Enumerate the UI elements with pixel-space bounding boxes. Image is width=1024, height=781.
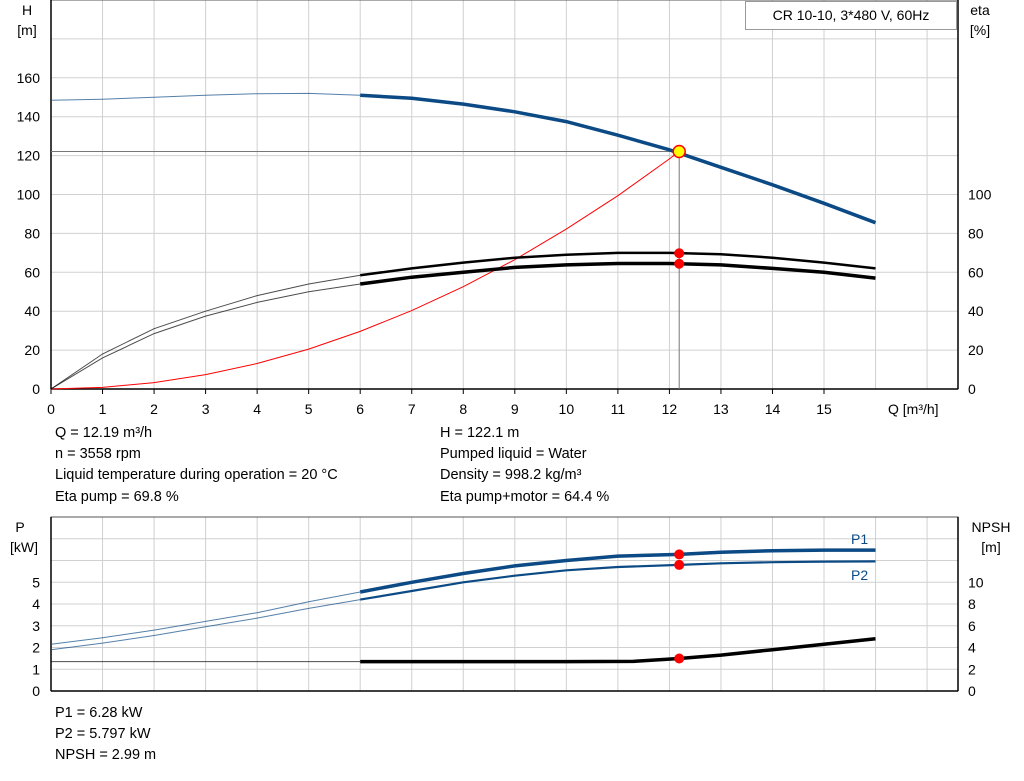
npsh-tick-label: 10 xyxy=(968,574,984,590)
p2-curve xyxy=(360,560,876,601)
p-tick-label: 2 xyxy=(32,640,40,656)
x-axis-label: Q [m³/h] xyxy=(888,401,939,417)
system-curve xyxy=(50,151,680,390)
p-tick-label: 4 xyxy=(32,596,40,612)
readout-eta-total: Eta pump+motor = 64.4 % xyxy=(440,489,610,505)
npsh-axis-label: NPSH xyxy=(972,519,1011,535)
eta-pump-marker xyxy=(674,248,685,259)
head-curve-thin xyxy=(50,92,361,101)
y-tick-label-left: 160 xyxy=(17,70,41,86)
x-tick-label: 1 xyxy=(99,401,107,417)
readout-p2: P2 = 5.797 kW xyxy=(55,726,151,742)
y-tick-label-left: 20 xyxy=(24,342,40,358)
readout-h: H = 122.1 m xyxy=(440,425,520,441)
x-tick-label: 0 xyxy=(47,401,55,417)
p-tick-label: 5 xyxy=(32,574,40,590)
x-tick-label: 15 xyxy=(816,401,832,417)
x-tick-label: 7 xyxy=(408,401,416,417)
x-tick-label: 8 xyxy=(459,401,467,417)
head-curve xyxy=(360,93,877,225)
p-tick-label: 0 xyxy=(32,683,40,699)
npsh-tick-label: 4 xyxy=(968,640,976,656)
eta-total-marker xyxy=(674,258,685,269)
npsh-tick-label: 0 xyxy=(968,683,976,699)
readout-p1: P1 = 6.28 kW xyxy=(55,705,143,721)
y-tick-label-right: 40 xyxy=(968,303,984,319)
p1-label: P1 xyxy=(851,531,868,547)
p1-curve-thin xyxy=(50,591,361,645)
x-tick-label: 11 xyxy=(611,401,626,417)
y-tick-label-left: 40 xyxy=(24,303,40,319)
y-tick-label-right: 20 xyxy=(968,342,984,358)
y-axis-label-right-unit: [%] xyxy=(970,22,990,38)
eta-total-curve xyxy=(359,261,876,286)
y-axis-label-left-unit: [m] xyxy=(17,22,36,38)
x-tick-label: 10 xyxy=(559,401,575,417)
readout-eta-pump: Eta pump = 69.8 % xyxy=(55,489,179,505)
readout-liquid: Pumped liquid = Water xyxy=(440,446,587,462)
x-tick-label: 2 xyxy=(150,401,158,417)
x-tick-label: 14 xyxy=(765,401,781,417)
x-tick-label: 13 xyxy=(713,401,729,417)
p2-label: P2 xyxy=(851,567,868,583)
y-tick-label-right: 0 xyxy=(968,381,976,397)
pump-title-box: CR 10-10, 3*480 V, 60Hz xyxy=(745,1,957,30)
readout-q: Q = 12.19 m³/h xyxy=(55,425,153,441)
npsh-marker xyxy=(674,653,685,664)
x-tick-label: 9 xyxy=(511,401,519,417)
x-tick-label: 4 xyxy=(253,401,261,417)
eta-total-curve-thin xyxy=(50,283,361,390)
y-tick-label-left: 0 xyxy=(32,381,40,397)
npsh-tick-label: 6 xyxy=(968,618,976,634)
p2-curve-thin xyxy=(50,599,361,651)
eta-pump-curve xyxy=(360,251,876,277)
p1-marker xyxy=(674,549,685,560)
x-tick-label: 3 xyxy=(202,401,210,417)
readout-n: n = 3558 rpm xyxy=(55,446,141,462)
eta-pump-curve-thin xyxy=(50,274,361,390)
readout-temp: Liquid temperature during operation = 20… xyxy=(55,467,338,483)
readout-density: Density = 998.2 kg/m³ xyxy=(440,467,582,483)
p-tick-label: 1 xyxy=(32,661,40,677)
y-axis-label-right: eta xyxy=(970,2,990,18)
y-tick-label-left: 80 xyxy=(24,225,40,241)
x-tick-label: 12 xyxy=(662,401,678,417)
p1-curve xyxy=(359,548,876,594)
npsh-tick-label: 2 xyxy=(968,661,976,677)
npsh-axis-label-unit: [m] xyxy=(981,539,1000,555)
p-axis-label: P xyxy=(15,519,24,535)
p2-marker xyxy=(674,559,685,570)
x-tick-label: 5 xyxy=(305,401,313,417)
y-axis-label-left: H xyxy=(22,2,32,18)
y-tick-label-right: 80 xyxy=(968,225,984,241)
npsh-tick-label: 8 xyxy=(968,596,976,612)
p-tick-label: 3 xyxy=(32,618,40,634)
y-tick-label-left: 120 xyxy=(17,148,41,164)
operating-point-marker xyxy=(672,144,686,159)
readout-npsh: NPSH = 2.99 m xyxy=(55,747,157,763)
y-tick-label-left: 60 xyxy=(24,264,40,280)
y-tick-label-left: 100 xyxy=(17,187,41,203)
y-tick-label-right: 100 xyxy=(968,187,992,203)
y-tick-label-left: 140 xyxy=(17,109,41,125)
x-tick-label: 6 xyxy=(356,401,364,417)
p-axis-label-unit: [kW] xyxy=(10,539,38,555)
y-tick-label-right: 60 xyxy=(968,264,984,280)
